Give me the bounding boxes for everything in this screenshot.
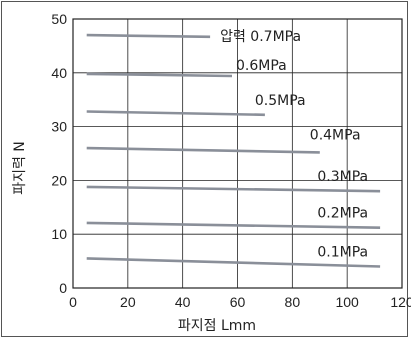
series-line	[86, 146, 320, 154]
series-label: 0.5MPa	[255, 93, 306, 109]
series-label: 0.2MPa	[317, 206, 368, 222]
x-tick-label: 100	[335, 294, 359, 310]
chart-frame	[1, 1, 408, 337]
x-tick-label: 0	[69, 294, 77, 310]
series-label: 0.1MPa	[317, 245, 368, 261]
x-tick-label: 80	[285, 294, 301, 310]
series-line	[86, 72, 233, 78]
series-line	[86, 185, 381, 193]
y-axis-label: 파지력 N	[12, 141, 28, 195]
x-tick-label: 60	[230, 294, 246, 310]
series-line	[86, 33, 211, 39]
series-label: 0.6MPa	[236, 58, 287, 74]
x-tick-label: 20	[120, 294, 136, 310]
series-line	[86, 257, 381, 268]
series-label: 0.4MPa	[310, 127, 361, 143]
y-tick-label: 40	[51, 65, 67, 81]
y-tick-label: 30	[51, 119, 67, 135]
series-line	[86, 110, 265, 117]
series-label: 0.3MPa	[317, 169, 368, 185]
grid-lines	[73, 19, 402, 288]
y-tick-label: 0	[59, 280, 67, 296]
y-tick-label: 20	[51, 172, 67, 188]
tick-labels: 0 20 40 60 80 100 120 0 10 20 30 40 50	[51, 11, 411, 310]
series-line	[86, 221, 381, 229]
series-label: 압력 0.7MPa	[220, 29, 301, 45]
x-tick-label: 120	[390, 294, 411, 310]
plot-area-border	[72, 18, 403, 289]
series-lines: 압력 0.7MPa 0.6MPa 0.5MPa 0.4MPa 0.3MPa 0.2MPa 0…	[86, 29, 381, 268]
x-tick-label: 40	[175, 294, 191, 310]
y-tick-label: 50	[51, 11, 67, 27]
x-axis-label: 파지점 Lmm	[178, 318, 256, 334]
y-tick-label: 10	[51, 226, 67, 242]
